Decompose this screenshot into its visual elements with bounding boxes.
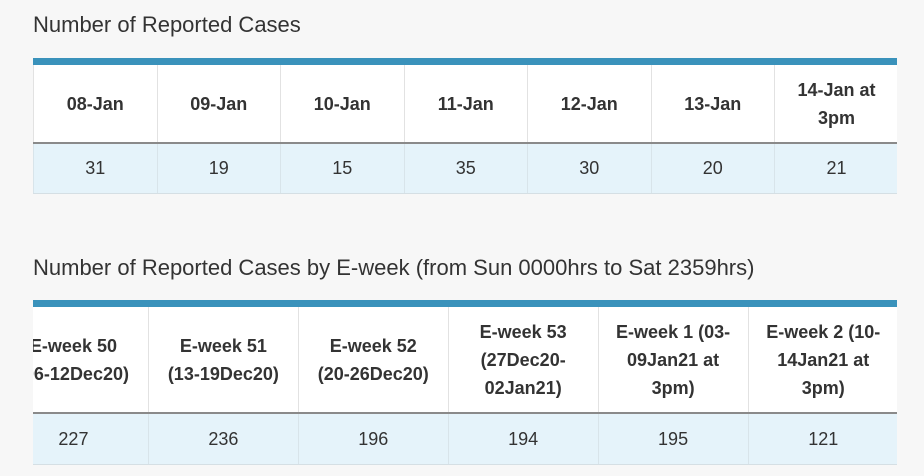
cell: 15 (280, 143, 404, 194)
section-title: Number of Reported Cases (33, 12, 301, 37)
column-header: 11-Jan (403, 65, 528, 144)
column-header: E-week 51 (13-19Dec20) (147, 307, 299, 414)
cell: 196 (297, 413, 449, 465)
column-header: E-week 2 (10-14Jan21 at 3pm) (747, 307, 897, 414)
cell: 31 (33, 143, 157, 194)
cell: 195 (597, 413, 749, 465)
table: 08-Jan 09-Jan 10-Jan 11-Jan 12-Jan 13-Jan 14-J… (33, 65, 897, 194)
column-header: E-week 52 (20-26Dec20) (297, 307, 449, 414)
column-header: E-week 1 (03-09Jan21 at 3pm) (597, 307, 749, 414)
section-title: Number of Reported Cases by E-week (from… (33, 255, 755, 280)
column-header: 14-Jan at 3pm (774, 65, 897, 144)
table-container: 08-Jan 09-Jan 10-Jan 11-Jan 12-Jan 13-Jan 14-J… (33, 58, 897, 194)
cell: 121 (747, 413, 897, 465)
header-row: 08-Jan 09-Jan 10-Jan 11-Jan 12-Jan 13-Jan 14-J… (33, 65, 897, 144)
cell: 194 (447, 413, 599, 465)
cell: 19 (156, 143, 281, 194)
column-header: 08-Jan (33, 65, 157, 144)
data-row: 31 19 15 35 30 20 21 (33, 143, 897, 194)
table: E-week 50 (06-12Dec20)E-week 51 (13-19De… (33, 307, 897, 465)
column-header: 10-Jan (280, 65, 404, 144)
column-header: 13-Jan (650, 65, 775, 144)
cell: 21 (774, 143, 897, 194)
cell: 20 (650, 143, 775, 194)
column-header: 09-Jan (156, 65, 281, 144)
cell: 30 (527, 143, 651, 194)
cell: 236 (147, 413, 299, 465)
header-row: E-week 50 (06-12Dec20)E-week 51 (13-19De… (33, 307, 897, 414)
table-container: E-week 50 (06-12Dec20)E-week 51 (13-19De… (33, 300, 897, 465)
cell: 227 (33, 413, 149, 465)
cell: 35 (403, 143, 528, 194)
column-header: 12-Jan (527, 65, 651, 144)
column-header: E-week 50 (06-12Dec20) (33, 307, 149, 414)
data-row: 227 236 196 194 195 121 (33, 413, 897, 465)
column-header: E-week 53 (27Dec20-02Jan21) (447, 307, 599, 414)
